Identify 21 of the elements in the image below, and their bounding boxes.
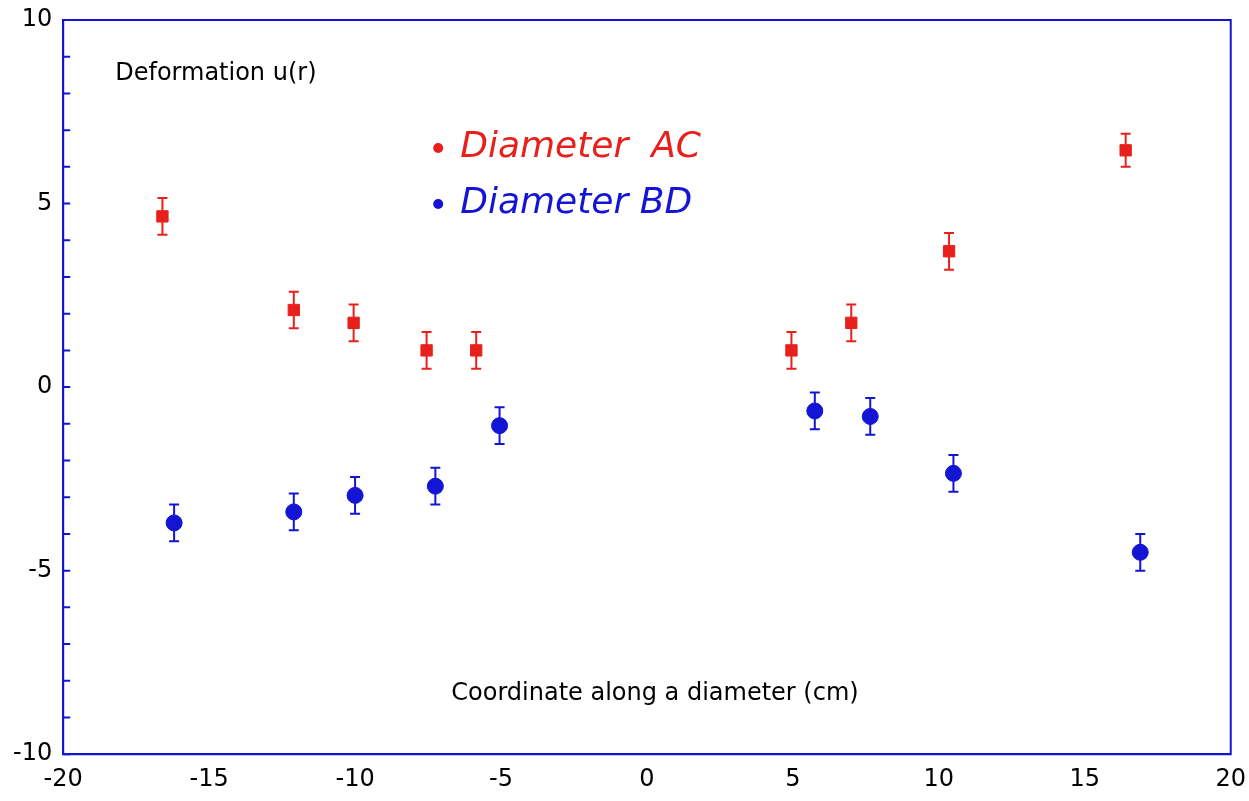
y-tick-label: 0 [36, 371, 53, 400]
point [1119, 144, 1132, 157]
y-tick-label: 5 [36, 187, 53, 216]
x-axis-title: Coordinate along a diameter (cm) [451, 678, 859, 707]
x-tick-label: 0 [639, 763, 655, 792]
x-tick-label: -5 [489, 763, 513, 792]
x-tick-label: 10 [923, 763, 955, 792]
legend-label: Diameter AC [460, 124, 702, 166]
legend-label: Diameter BD [460, 180, 693, 222]
y-tick-label: -5 [28, 554, 53, 583]
x-tick-label: -15 [189, 763, 229, 792]
point [420, 344, 433, 357]
y-axis-title: Deformation u(r) [115, 58, 317, 87]
x-tick-label: 15 [1069, 763, 1101, 792]
point [156, 210, 169, 223]
x-tick-label: 5 [785, 763, 801, 792]
x-tick-label: 20 [1215, 763, 1246, 792]
point [470, 344, 483, 357]
y-tick-label: 10 [21, 4, 53, 33]
point [785, 344, 798, 357]
x-tick-label: -10 [335, 763, 375, 792]
